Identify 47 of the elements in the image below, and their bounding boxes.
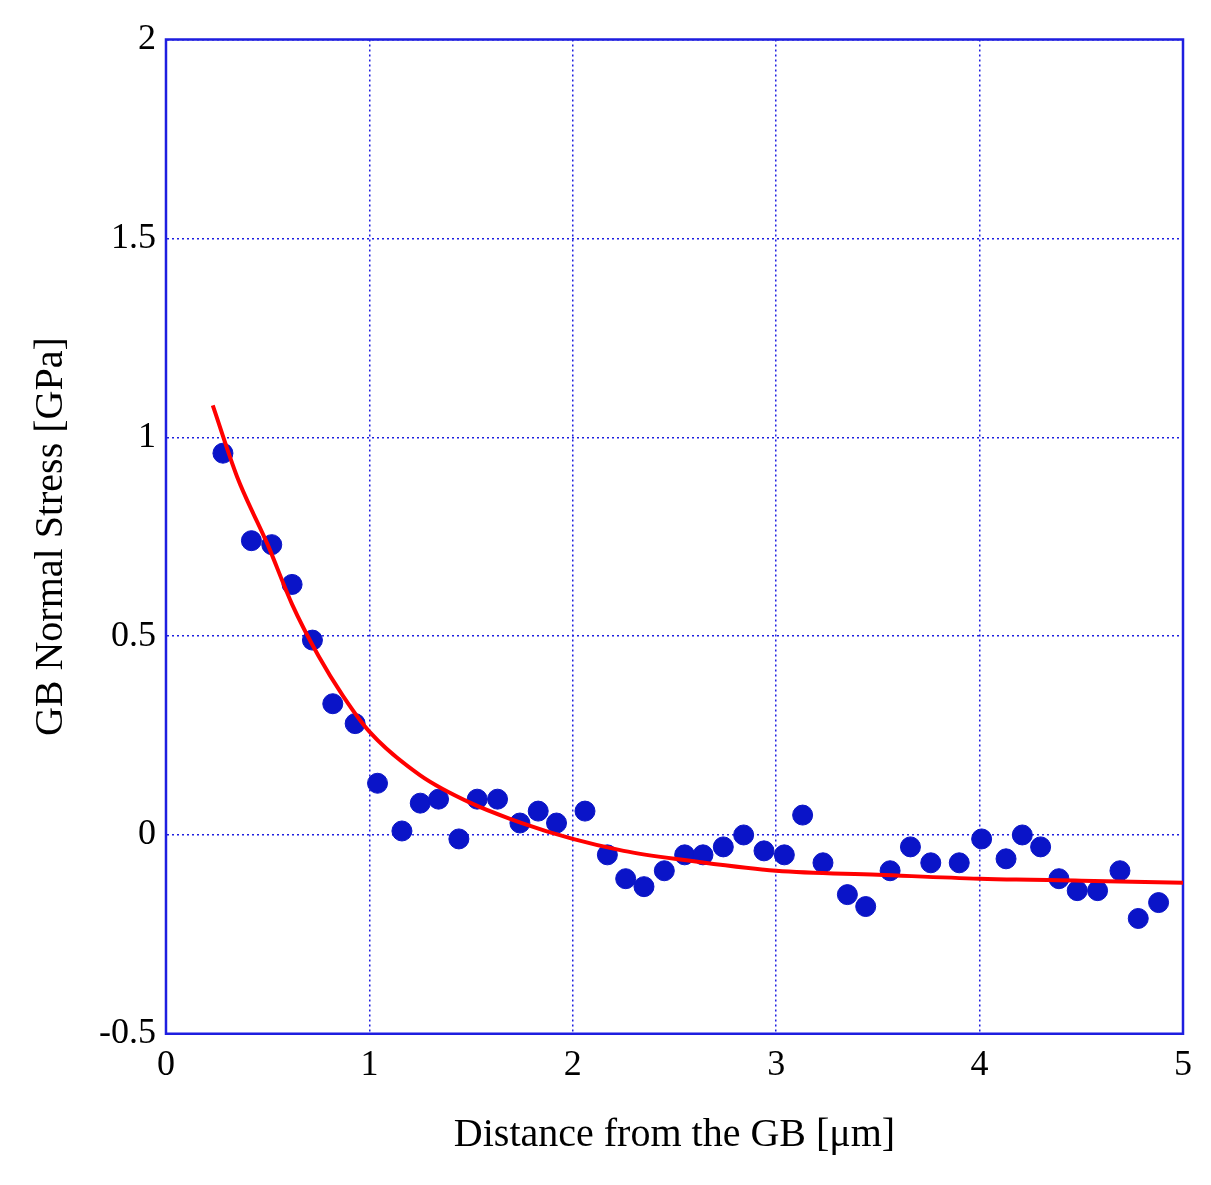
point	[753, 840, 775, 862]
x-tick-label: 5	[1174, 1042, 1192, 1083]
point	[1066, 880, 1088, 902]
point	[367, 772, 389, 794]
point	[1030, 836, 1052, 858]
point	[1011, 824, 1033, 846]
y-axis-title: GB Normal Stress [GPa]	[25, 337, 71, 737]
point	[615, 868, 637, 890]
point	[733, 824, 755, 846]
point	[322, 693, 344, 715]
point	[391, 820, 413, 842]
y-tick-label: 2	[137, 17, 156, 58]
y-tick-label: -0.5	[98, 1011, 156, 1052]
point	[948, 852, 970, 874]
x-tick-label: 1	[360, 1042, 379, 1083]
y-tick-label: 1	[137, 414, 156, 455]
point	[920, 852, 942, 874]
point	[240, 530, 262, 552]
y-tick-label: 0	[137, 812, 156, 853]
y-tick-label: 1.5	[110, 215, 156, 256]
point	[1148, 892, 1170, 914]
point	[855, 896, 877, 918]
point	[792, 804, 814, 826]
point	[836, 884, 858, 906]
point	[653, 860, 675, 882]
point	[487, 788, 509, 810]
point	[1087, 880, 1109, 902]
y-tick-label: 0.5	[110, 613, 156, 654]
point	[633, 876, 655, 898]
point	[1127, 907, 1149, 929]
point	[812, 852, 834, 874]
point	[995, 848, 1017, 870]
point	[899, 836, 921, 858]
point	[773, 844, 795, 866]
point	[712, 836, 734, 858]
x-tick-label: 2	[563, 1042, 582, 1083]
point	[409, 792, 431, 814]
x-tick-label: 4	[970, 1042, 989, 1083]
point	[971, 828, 993, 850]
point	[574, 800, 596, 822]
point	[527, 800, 549, 822]
point	[448, 828, 470, 850]
point	[428, 788, 450, 810]
x-axis-title: Distance from the GB [μm]	[453, 1109, 896, 1155]
point	[546, 812, 568, 834]
point	[1109, 860, 1131, 882]
x-tick-label: 3	[767, 1042, 786, 1083]
